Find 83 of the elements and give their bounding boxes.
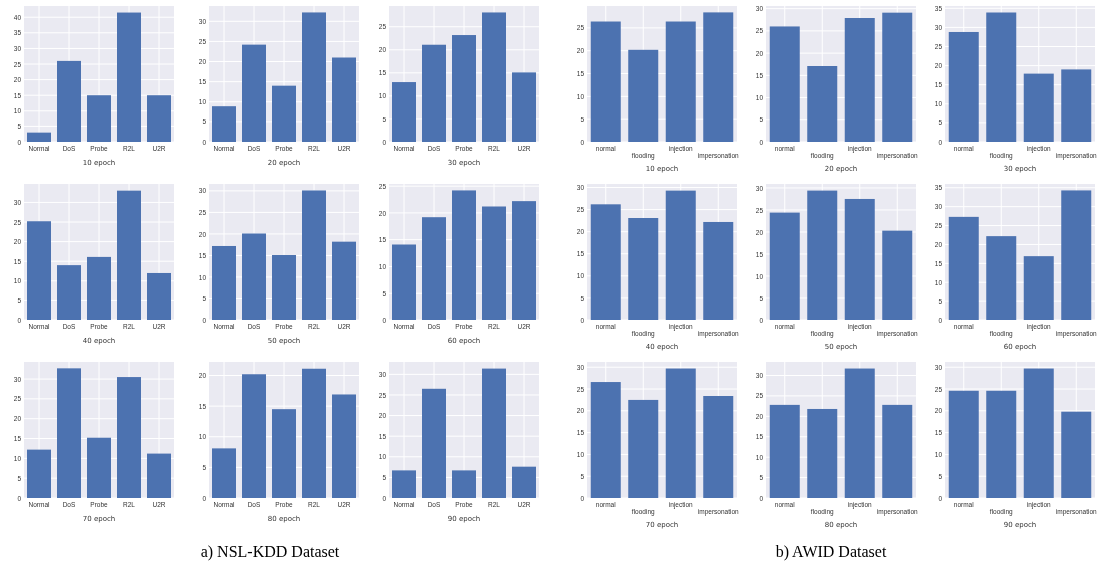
bar [665,21,696,142]
bar [117,12,141,142]
bar [844,368,875,498]
bar [302,368,326,498]
bar [147,453,171,498]
bar [242,374,266,498]
bar [703,12,734,142]
bar [1023,368,1054,498]
bar [57,60,81,142]
bar [1061,69,1092,142]
bar [272,255,296,320]
bar [986,236,1017,320]
bar [452,470,476,498]
bar [27,221,51,320]
bar [590,382,621,498]
bar [332,241,356,320]
bar [272,85,296,142]
bar [27,449,51,498]
bar [57,368,81,498]
bar [87,256,111,320]
bar [87,95,111,142]
bar [590,21,621,142]
bar [452,35,476,142]
bar [628,49,659,142]
bar [948,216,979,320]
bar [392,470,416,498]
bar [242,233,266,320]
bar [482,368,506,498]
bar [512,466,536,498]
bar [212,448,236,498]
bar [769,26,800,142]
bar [769,404,800,498]
bar [117,377,141,498]
bar [452,190,476,320]
bar [332,57,356,142]
bar [212,245,236,320]
bar [948,31,979,142]
bar [57,265,81,320]
bar [482,206,506,320]
bar [769,212,800,320]
bar [665,368,696,498]
bar [628,399,659,498]
bar [482,12,506,142]
text: a) NSL-KDD Dataset [200,543,340,561]
bar [882,230,913,320]
bar [882,12,913,142]
bar [242,44,266,142]
bar [948,390,979,498]
bar [392,82,416,142]
bar [422,44,446,142]
bar [302,12,326,142]
bar [117,190,141,320]
bar [665,190,696,320]
bar [807,190,838,320]
bar [628,218,659,320]
bar [1061,190,1092,320]
bar [1023,256,1054,320]
bar [807,66,838,142]
bar [302,190,326,320]
bar [986,390,1017,498]
bar [392,244,416,320]
bar [986,12,1017,142]
bar [332,394,356,498]
bar [422,217,446,320]
bar [807,408,838,498]
bar [703,221,734,320]
bar [147,95,171,142]
bar [147,272,171,320]
bar [703,396,734,498]
bar [512,201,536,320]
bar [27,132,51,142]
bar [844,18,875,142]
bar [1023,73,1054,142]
bar [590,204,621,320]
text: b) AWID Dataset [775,543,887,561]
bar [272,409,296,498]
bar [87,437,111,498]
bar [844,198,875,320]
bar [1061,411,1092,498]
bar [512,72,536,142]
bar [212,106,236,142]
bar [882,404,913,498]
bar [422,388,446,498]
